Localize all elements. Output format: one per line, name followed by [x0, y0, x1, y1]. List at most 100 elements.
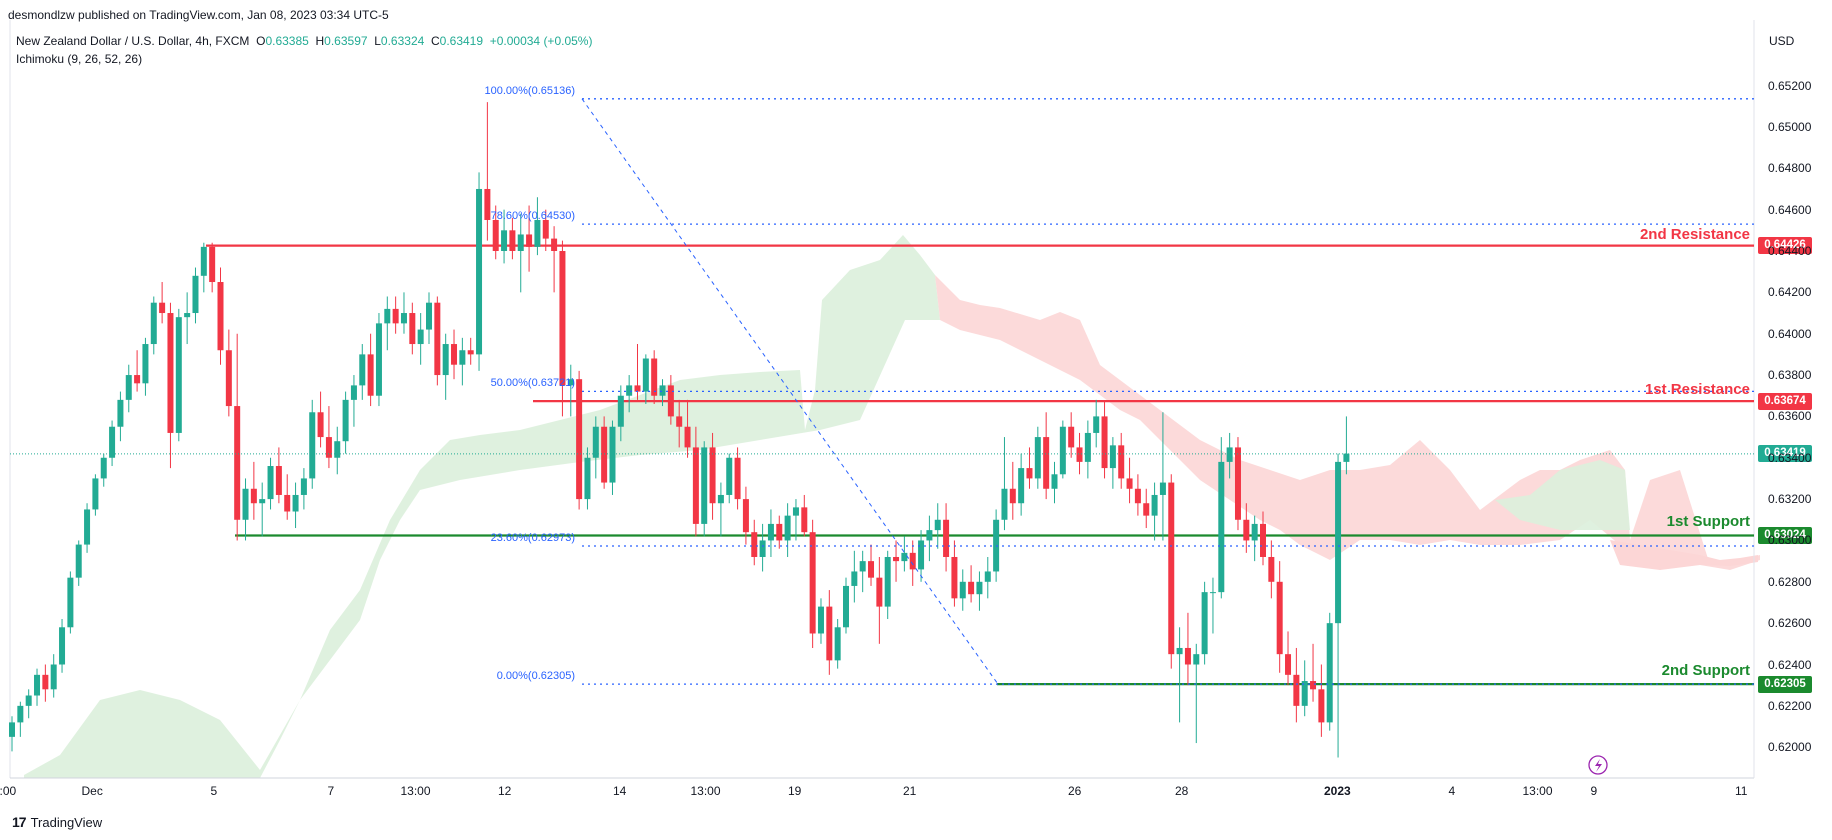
candle-body	[401, 313, 407, 323]
x-axis-tick: 13:00	[691, 784, 721, 798]
candle-body	[1093, 416, 1099, 433]
candle-body	[1085, 433, 1091, 462]
candle-body	[835, 627, 841, 660]
overlays	[10, 99, 1755, 774]
candle-body	[534, 220, 540, 247]
candle-body	[192, 276, 198, 313]
x-axis-tick: 28	[1175, 784, 1188, 798]
candle-body	[1235, 447, 1241, 519]
candle-body	[885, 557, 891, 607]
open-value: 0.63385	[265, 34, 308, 48]
candle-body	[1218, 462, 1224, 592]
candle-body	[1052, 474, 1058, 488]
y-axis-tick: 0.64400	[1768, 244, 1811, 258]
candle-body	[1285, 654, 1291, 675]
candle-body	[1102, 416, 1108, 468]
candle-body	[243, 489, 249, 520]
close-value: 0.63419	[440, 34, 483, 48]
cloud-bearish	[935, 275, 1760, 570]
candle-body	[92, 478, 98, 509]
candle-body	[718, 495, 724, 503]
candle-body	[1035, 437, 1041, 478]
candle-body	[409, 313, 415, 344]
candle-body	[985, 571, 991, 581]
candle-body	[109, 427, 115, 458]
candle-body	[818, 607, 824, 634]
candle-body	[151, 303, 157, 344]
candle-body	[1018, 468, 1024, 503]
candle-body	[635, 385, 641, 391]
tradingview-logo-icon: 17	[12, 814, 26, 830]
brand-name: TradingView	[31, 815, 103, 830]
candle-body	[1227, 447, 1233, 461]
y-axis-tick: 0.65200	[1768, 79, 1811, 93]
candle-body	[1210, 592, 1216, 593]
candle-body	[101, 458, 107, 479]
candle-body	[201, 247, 207, 276]
x-axis-tick: 5	[211, 784, 218, 798]
fib-label-f236: 23.60%(0.62973)	[491, 532, 575, 544]
candle-body	[776, 524, 782, 541]
candle-body	[760, 540, 766, 557]
candle-body	[1202, 592, 1208, 654]
candle-body	[810, 532, 816, 633]
candle-body	[910, 553, 916, 570]
candle-body	[660, 385, 666, 395]
candle-body	[1168, 483, 1174, 655]
candle-body	[376, 323, 382, 395]
price-tag-r1: 0.63674	[1758, 393, 1812, 410]
x-axis-tick: 2023	[1324, 784, 1351, 798]
candle-body	[251, 489, 257, 503]
candle-body	[851, 571, 857, 585]
x-axis-tick: 7	[328, 784, 335, 798]
candle-body	[1118, 445, 1124, 478]
high-value: 0.63597	[324, 34, 367, 48]
indicator-legend[interactable]: Ichimoku (9, 26, 52, 26)	[16, 52, 142, 66]
candle-body	[593, 427, 599, 458]
candle-body	[1160, 483, 1166, 495]
candle-body	[26, 696, 32, 706]
candle-body	[34, 675, 40, 696]
y-axis-tick: 0.63800	[1768, 368, 1811, 382]
candle-body	[393, 309, 399, 323]
candle-body	[826, 607, 832, 661]
candle-body	[768, 524, 774, 541]
x-axis-tick: 21	[903, 784, 916, 798]
candle-body	[184, 313, 190, 317]
published-by-line: desmondlzw published on TradingView.com,…	[8, 8, 389, 22]
candle-body	[676, 416, 682, 426]
candle-body	[218, 282, 224, 350]
candle-body	[609, 427, 615, 483]
candle-body	[901, 553, 907, 561]
level-label-s2: 2nd Support	[1662, 662, 1750, 679]
candle-body	[318, 412, 324, 437]
candle-body	[551, 239, 557, 251]
x-axis-tick: 14	[613, 784, 626, 798]
x-axis-tick: 13:00	[401, 784, 431, 798]
level-label-r1: 1st Resistance	[1645, 381, 1750, 398]
change-value: +0.00034 (+0.05%)	[490, 34, 593, 48]
candle-body	[693, 447, 699, 523]
candle-body	[1152, 495, 1158, 516]
candle-body	[735, 458, 741, 499]
x-axis-tick: 19	[788, 784, 801, 798]
candle-body	[1143, 503, 1149, 515]
candle-body	[334, 441, 340, 458]
candle-body	[1335, 462, 1341, 623]
y-axis-tick: 0.62600	[1768, 616, 1811, 630]
candle-body	[960, 582, 966, 599]
tradingview-brand[interactable]: 17 TradingView	[12, 814, 102, 830]
candle-body	[476, 189, 482, 354]
candle-body	[751, 532, 757, 557]
candle-body	[651, 359, 657, 396]
candle-body	[584, 458, 590, 499]
candle-body	[1135, 489, 1141, 503]
candle-body	[51, 665, 57, 690]
candle-body	[626, 385, 632, 395]
symbol-legend[interactable]: New Zealand Dollar / U.S. Dollar, 4h, FX…	[16, 34, 592, 48]
candle-body	[1293, 675, 1299, 706]
candle-body	[117, 400, 123, 427]
candle-body	[710, 447, 716, 503]
candle-body	[793, 507, 799, 515]
